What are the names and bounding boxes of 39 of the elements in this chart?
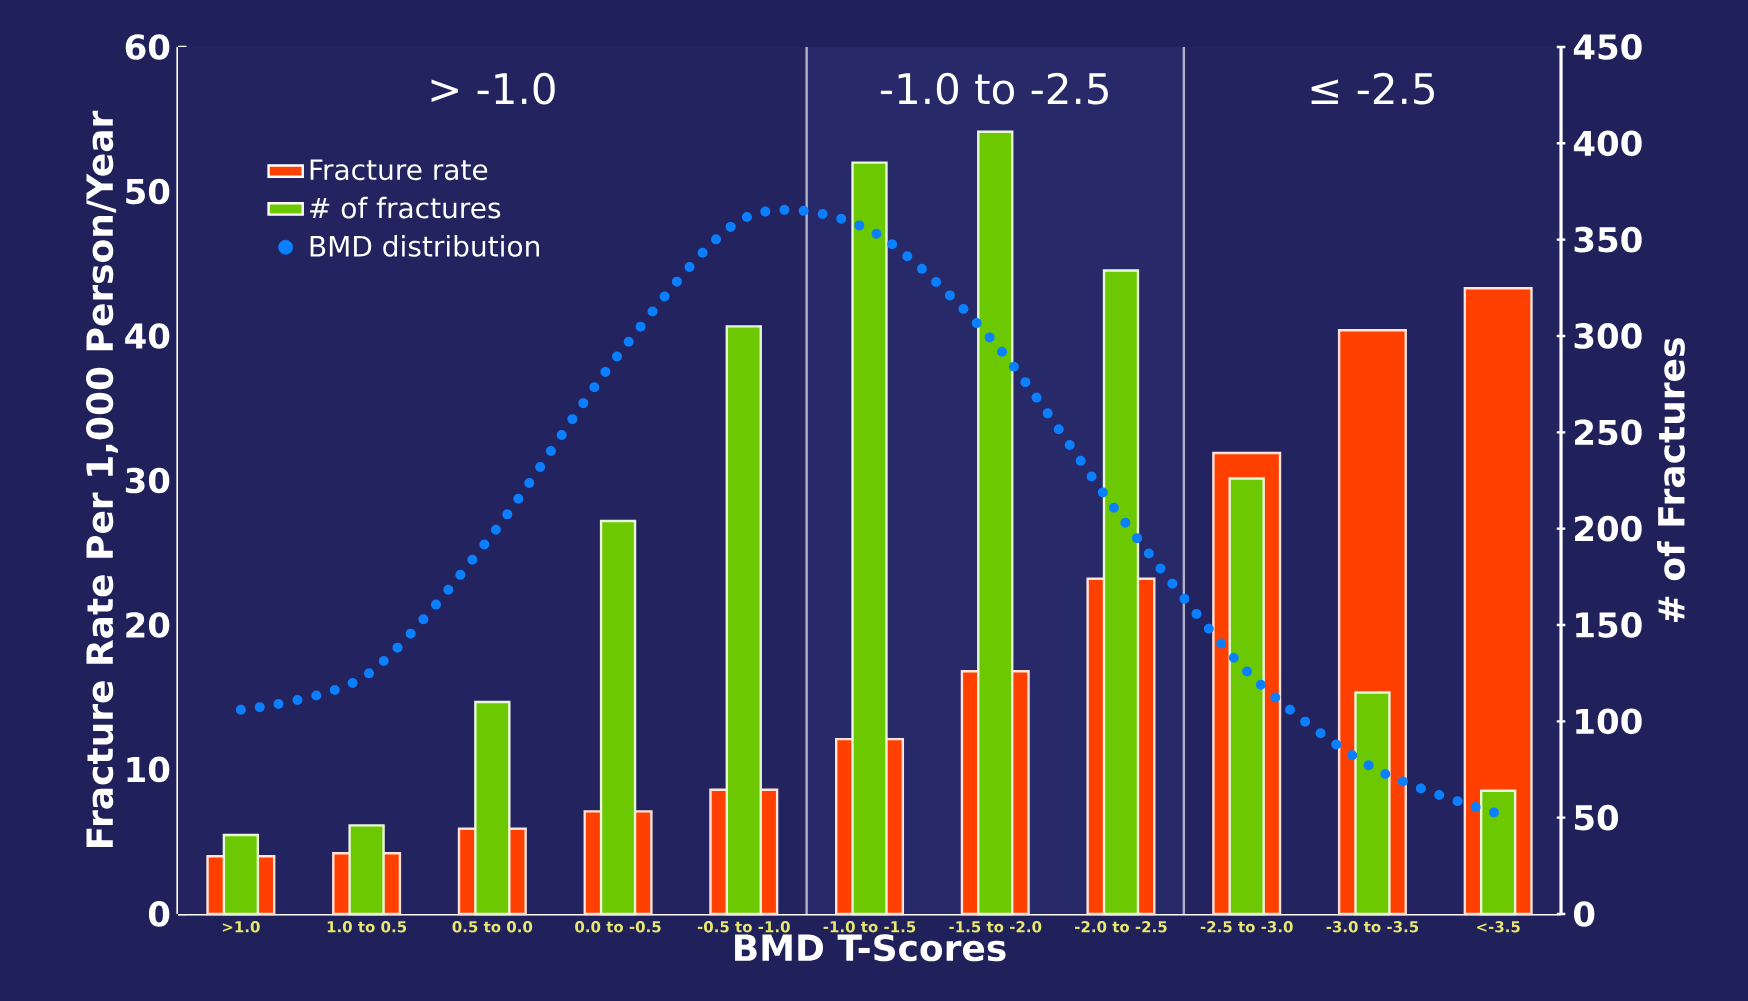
y2-axis-title: # of Fractures: [1657, 338, 1685, 622]
legend-label: Fracture rate: [310, 159, 488, 181]
x-tick-label: -1.5 to -2.0: [949, 921, 1042, 933]
y-tick-label: 50: [126, 178, 170, 205]
x-tick-label: >1.0: [222, 921, 260, 933]
y-tick-label: 10: [127, 756, 170, 783]
x-tick-label: -2.0 to -2.5: [1075, 921, 1167, 933]
legend-label: # of fractures: [310, 196, 501, 219]
y-axis-title: Fracture Rate Per 1,000 Person/Year: [86, 110, 118, 848]
y2-tick-label: 0: [1573, 901, 1595, 927]
y2-tick-label: 300: [1574, 323, 1642, 349]
bar: [1354, 691, 1391, 916]
bar: [1479, 789, 1517, 916]
x-tick-label: 0.5 to 0.0: [452, 921, 533, 933]
x-tick-label: -0.5 to -1.0: [697, 921, 790, 933]
y2-tick-label: 50: [1574, 804, 1619, 831]
y2-tick-label: 350: [1574, 226, 1642, 253]
y2-tick-label: 200: [1575, 515, 1642, 542]
x-axis-title: BMD T-Scores: [735, 934, 1006, 962]
band-label: -1.0 to -2.5: [880, 72, 1108, 105]
y2-tick-label: 450: [1573, 34, 1642, 60]
y2-tick-label: 250: [1575, 419, 1642, 446]
band-label: > -1.0: [431, 72, 555, 105]
y-tick-label: 30: [125, 467, 170, 494]
x-tick-label: -2.5 to -3.0: [1200, 921, 1293, 933]
y-tick-label: 0: [148, 901, 170, 927]
y-tick-label: 60: [125, 34, 170, 60]
x-tick-label: 0.0 to -0.5: [575, 921, 661, 933]
y-tick-label: 40: [125, 323, 170, 349]
band-label: ≤ -2.5: [1311, 72, 1434, 105]
x-tick-label: <-3.5: [1477, 921, 1520, 933]
y2-tick-label: 100: [1576, 708, 1642, 735]
x-tick-label: -1.0 to -1.5: [823, 921, 916, 933]
y2-tick-label: 150: [1576, 612, 1642, 638]
legend-label: BMD distribution: [310, 235, 539, 257]
x-tick-label: 1.0 to 0.5: [327, 921, 407, 933]
y-tick-label: 20: [126, 612, 170, 638]
x-tick-label: -3.0 to -3.5: [1326, 921, 1419, 933]
y2-tick-label: 400: [1573, 130, 1642, 157]
